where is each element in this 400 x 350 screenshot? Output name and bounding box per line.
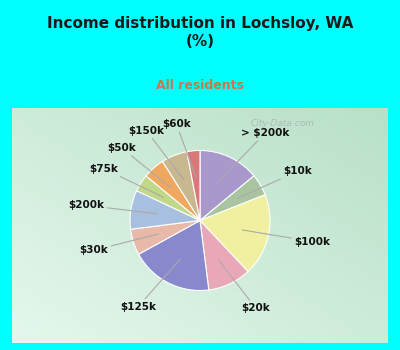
Text: $30k: $30k <box>79 234 159 256</box>
Wedge shape <box>200 176 265 220</box>
Wedge shape <box>130 191 200 229</box>
Wedge shape <box>130 220 200 254</box>
Text: $100k: $100k <box>242 230 330 246</box>
Wedge shape <box>146 161 200 220</box>
Text: City-Data.com: City-Data.com <box>250 119 314 128</box>
Text: $10k: $10k <box>237 166 312 198</box>
Text: All residents: All residents <box>156 79 244 92</box>
Text: $50k: $50k <box>107 143 171 188</box>
Wedge shape <box>200 195 270 272</box>
Text: $200k: $200k <box>68 201 157 214</box>
Text: $150k: $150k <box>128 126 184 180</box>
Wedge shape <box>137 176 200 220</box>
Wedge shape <box>200 220 248 290</box>
Text: Income distribution in Lochsloy, WA
(%): Income distribution in Lochsloy, WA (%) <box>47 16 353 49</box>
Text: $75k: $75k <box>90 164 163 197</box>
Text: $60k: $60k <box>162 119 196 177</box>
Wedge shape <box>200 150 254 220</box>
Text: $20k: $20k <box>218 260 270 313</box>
Text: $125k: $125k <box>120 259 180 312</box>
Text: > $200k: > $200k <box>218 128 290 181</box>
Wedge shape <box>162 152 200 220</box>
Wedge shape <box>139 220 209 290</box>
Wedge shape <box>187 150 200 220</box>
